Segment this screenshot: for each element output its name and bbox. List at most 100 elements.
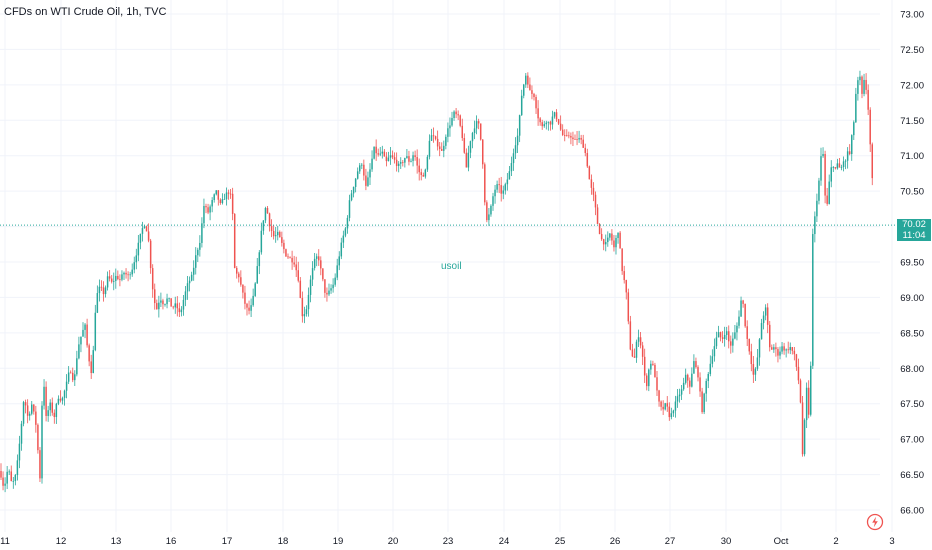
candle-body	[145, 226, 148, 232]
candle-body	[490, 205, 492, 215]
candle-body	[356, 171, 359, 179]
candle-body	[86, 324, 88, 346]
candle-body	[18, 443, 21, 461]
candle-body	[648, 369, 650, 387]
candle-body	[131, 269, 133, 275]
candle-body	[758, 339, 761, 358]
candle-body	[791, 347, 794, 351]
candle-body	[857, 80, 859, 94]
candle-body	[719, 332, 722, 338]
candle-body	[363, 164, 365, 176]
candle-body	[803, 420, 806, 455]
candle-body	[740, 300, 742, 317]
x-tick-label: 17	[222, 536, 233, 547]
candle-body	[711, 356, 714, 364]
candle-body	[541, 122, 543, 127]
candle-body	[853, 122, 855, 136]
candle-body	[750, 351, 753, 365]
candle-body	[543, 124, 545, 127]
candle-body	[334, 277, 336, 285]
candle-body	[260, 230, 263, 253]
y-tick-label: 70.50	[900, 187, 924, 198]
candle-body	[793, 350, 796, 355]
candle-body	[738, 316, 740, 326]
candle-body	[90, 361, 92, 374]
candle-body	[340, 242, 343, 257]
candle-body	[301, 297, 304, 317]
candle-body	[486, 202, 488, 221]
candle-body	[492, 196, 494, 206]
candle-body	[420, 172, 422, 176]
candle-body	[777, 349, 779, 356]
candle-body	[820, 156, 822, 181]
candle-body	[682, 382, 685, 390]
candle-body	[689, 380, 691, 387]
candle-body	[703, 393, 705, 413]
candle-body	[45, 386, 47, 416]
candle-body	[670, 413, 673, 418]
candle-body	[174, 303, 176, 308]
candle-body	[217, 190, 220, 200]
candle-body	[766, 307, 769, 325]
candle-body	[797, 366, 800, 381]
candle-body	[531, 90, 533, 94]
candle-body	[33, 404, 35, 412]
candle-body	[506, 179, 509, 185]
candle-body	[43, 386, 45, 406]
last-price-tag: 70.02 11:04	[897, 219, 931, 241]
candle-body	[438, 146, 441, 150]
candle-body	[752, 364, 755, 375]
candle-body	[477, 121, 480, 124]
candle-body	[330, 288, 332, 291]
candle-body	[84, 324, 86, 330]
candle-body	[652, 363, 654, 365]
candle-body	[533, 93, 535, 98]
candle-body	[496, 184, 498, 190]
candle-body	[389, 155, 392, 158]
y-tick-label: 72.50	[900, 45, 924, 56]
candle-body	[281, 237, 283, 243]
candle-body	[512, 153, 515, 164]
candle-body	[660, 401, 662, 407]
candle-body	[650, 363, 652, 370]
candle-body	[756, 357, 759, 369]
candle-body	[258, 252, 261, 267]
candle-body	[49, 402, 51, 411]
candle-body	[775, 347, 777, 350]
candle-body	[814, 216, 816, 235]
y-tick-label: 69.50	[900, 258, 924, 269]
candle-body	[445, 136, 447, 146]
candle-body	[104, 287, 107, 295]
candle-body	[728, 331, 730, 342]
candle-body	[467, 152, 470, 168]
candle-body	[764, 307, 767, 316]
candle-body	[82, 329, 84, 337]
candle-body	[283, 242, 285, 250]
candle-body	[469, 141, 472, 153]
candle-body	[158, 302, 160, 310]
candle-body	[488, 214, 490, 221]
candle-body	[623, 271, 625, 281]
candle-body	[35, 411, 37, 425]
x-tick-label: 16	[166, 536, 177, 547]
y-tick-label: 66.50	[900, 470, 924, 481]
tradingview-logo-icon[interactable]	[866, 513, 884, 531]
candle-body	[547, 121, 550, 123]
candle-body	[14, 474, 17, 481]
candle-body	[305, 309, 308, 315]
candle-body	[254, 283, 256, 296]
candle-body	[209, 206, 211, 213]
candle-body	[680, 389, 683, 395]
candle-body	[39, 450, 41, 479]
candle-body	[646, 375, 648, 387]
candle-body	[672, 410, 675, 414]
candle-body	[781, 346, 783, 352]
candle-body	[617, 232, 619, 239]
candle-body	[605, 242, 607, 245]
candle-body	[832, 167, 835, 168]
candle-body	[871, 144, 873, 179]
candle-body	[133, 262, 135, 270]
candle-body	[242, 284, 244, 293]
candle-body	[615, 238, 617, 248]
